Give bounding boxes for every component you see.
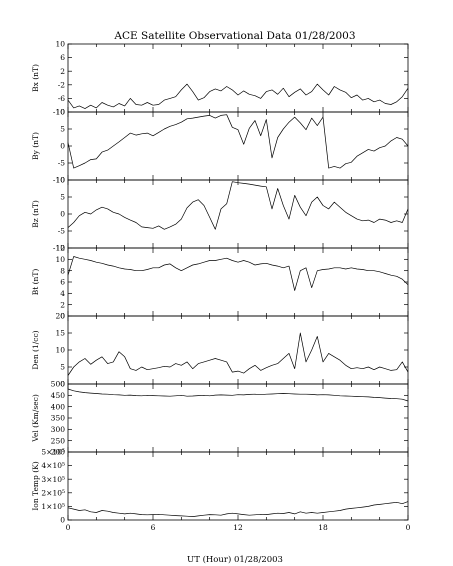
y-tick-label: 250	[51, 436, 66, 445]
data-line	[67, 181, 409, 230]
y-tick-label: 450	[51, 391, 66, 400]
y-tick-label: 5	[60, 363, 65, 372]
y-tick-label: 5	[60, 125, 65, 134]
y-tick-label: 10	[55, 255, 65, 264]
y-tick-label: 10	[55, 346, 65, 355]
y-tick-label: 2×10⁵	[41, 488, 65, 497]
y-tick-label: -5	[58, 227, 66, 236]
panel-6: 200 250 300 350 400 450 500 Vel (Km/sec)	[31, 380, 409, 457]
y-tick-label: 4×10⁵	[41, 461, 65, 470]
y-tick-label: 6	[60, 53, 65, 62]
data-line	[67, 83, 409, 109]
y-tick-label: 200	[51, 448, 66, 457]
x-axis-label: UT (Hour) 01/28/2003	[187, 554, 283, 565]
y-tick-label: 8	[60, 266, 65, 275]
y-tick-label: 2	[60, 67, 65, 76]
x-tick-label: 12	[233, 523, 243, 532]
data-line	[67, 388, 409, 402]
panel-frame	[67, 247, 409, 317]
y-tick-label: 10	[55, 176, 65, 185]
panels: -10 -6 -2 2 6 10 Bx (nT) -10 -5 0 5 10 By (nT) -10 -5 0…	[31, 40, 409, 525]
panel-frame	[67, 315, 409, 385]
panel-frame	[67, 451, 409, 521]
y-axis-label: Vel (Km/sec)	[31, 394, 40, 443]
panel-3: -10 -5 0 5 10 Bz (nT)	[31, 176, 409, 253]
x-axis-ticks: 0 6 12 18 0	[66, 523, 411, 532]
y-tick-label: 0	[60, 380, 65, 389]
y-tick-label: 4	[60, 289, 65, 298]
y-tick-label: -5	[58, 159, 66, 168]
panel-2: -10 -5 0 5 10 By (nT)	[31, 108, 409, 185]
panel-frame	[67, 383, 409, 453]
y-tick-label: 0	[60, 312, 65, 321]
panel-4: 0 2 4 6 8 10 12 Bt (nT)	[31, 244, 409, 321]
x-tick-label: 6	[151, 523, 156, 532]
y-tick-label: -10	[53, 244, 65, 253]
panel-1: -10 -6 -2 2 6 10 Bx (nT)	[31, 40, 409, 117]
y-axis-label: By (nT)	[31, 132, 40, 160]
chart-title: ACE Satellite Observational Data 01/28/2…	[113, 30, 355, 42]
y-tick-label: 2	[60, 300, 65, 309]
y-tick-label: 300	[51, 425, 66, 434]
y-tick-label: -2	[58, 80, 66, 89]
y-tick-label: 1×10⁵	[41, 502, 65, 511]
y-axis-label: Bz (nT)	[31, 200, 40, 228]
y-tick-label: -10	[53, 108, 65, 117]
data-line	[67, 332, 409, 376]
x-tick-label: 0	[406, 523, 411, 532]
data-line	[67, 501, 409, 517]
y-tick-label: 10	[55, 40, 65, 49]
y-tick-label: 500	[51, 380, 66, 389]
y-tick-label: -6	[58, 94, 66, 103]
panel-frame	[67, 111, 409, 181]
y-tick-label: 0	[60, 516, 65, 525]
panel-5: 0 5 10 15 20 Den (1/cc)	[31, 312, 409, 389]
y-tick-label: 5	[60, 193, 65, 202]
y-tick-label: 350	[51, 414, 66, 423]
y-tick-label: 0	[60, 142, 65, 151]
y-tick-label: 12	[55, 244, 65, 253]
y-axis-label: Ion Temp (K)	[31, 461, 40, 510]
y-tick-label: 6	[60, 278, 65, 287]
y-tick-label: 20	[55, 312, 65, 321]
y-tick-label: 15	[55, 329, 65, 338]
data-line	[67, 256, 409, 291]
panel-frame	[67, 43, 409, 113]
y-tick-label: 0	[60, 210, 65, 219]
y-tick-label: 3×10⁵	[41, 475, 65, 484]
x-tick-label: 0	[66, 523, 71, 532]
y-tick-label: 10	[55, 108, 65, 117]
y-axis-label: Bt (nT)	[31, 269, 40, 296]
x-tick-label: 18	[318, 523, 328, 532]
y-tick-label: 400	[51, 402, 66, 411]
data-line	[67, 114, 409, 169]
y-tick-label: 5×10⁵	[41, 448, 65, 457]
y-axis-label: Bx (nT)	[31, 64, 40, 92]
y-axis-label: Den (1/cc)	[31, 330, 40, 369]
y-tick-label: -10	[53, 176, 65, 185]
